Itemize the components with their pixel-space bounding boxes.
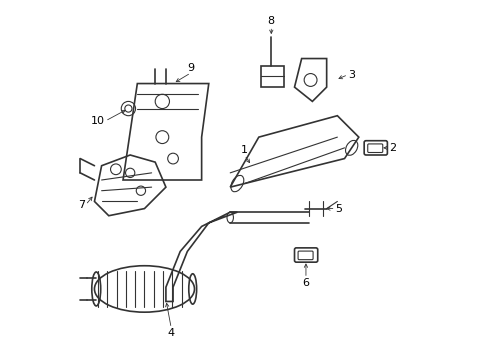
- Text: 8: 8: [267, 17, 274, 26]
- Text: 6: 6: [302, 278, 309, 288]
- Text: 3: 3: [347, 69, 354, 80]
- Text: 2: 2: [388, 143, 395, 153]
- Text: 10: 10: [91, 116, 105, 126]
- Text: 5: 5: [335, 203, 342, 213]
- Text: 7: 7: [78, 200, 85, 210]
- Text: 1: 1: [241, 145, 247, 155]
- Text: 9: 9: [187, 63, 194, 73]
- Text: 4: 4: [167, 328, 175, 338]
